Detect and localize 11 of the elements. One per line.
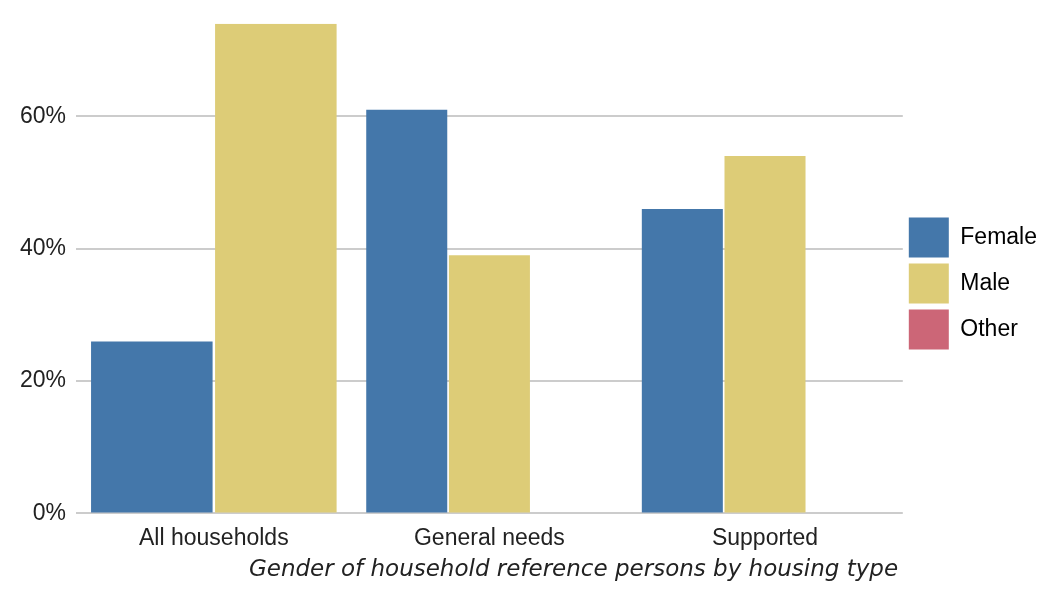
- y-tick-label: 40%: [19, 234, 67, 261]
- legend-label: Female: [960, 222, 1038, 249]
- legend-label: Male: [960, 268, 1011, 295]
- x-tick-label: General needs: [413, 523, 565, 550]
- y-tick-label: 20%: [19, 366, 67, 393]
- text: Gender of household reference persons by housing type: [247, 555, 900, 581]
- legend-label: Other: [960, 314, 1019, 341]
- y-tick-label: 0%: [32, 498, 67, 525]
- x-tick-label: Supported: [711, 523, 819, 550]
- x-tick-label: All households: [139, 523, 289, 550]
- y-tick-label: 60%: [19, 101, 67, 128]
